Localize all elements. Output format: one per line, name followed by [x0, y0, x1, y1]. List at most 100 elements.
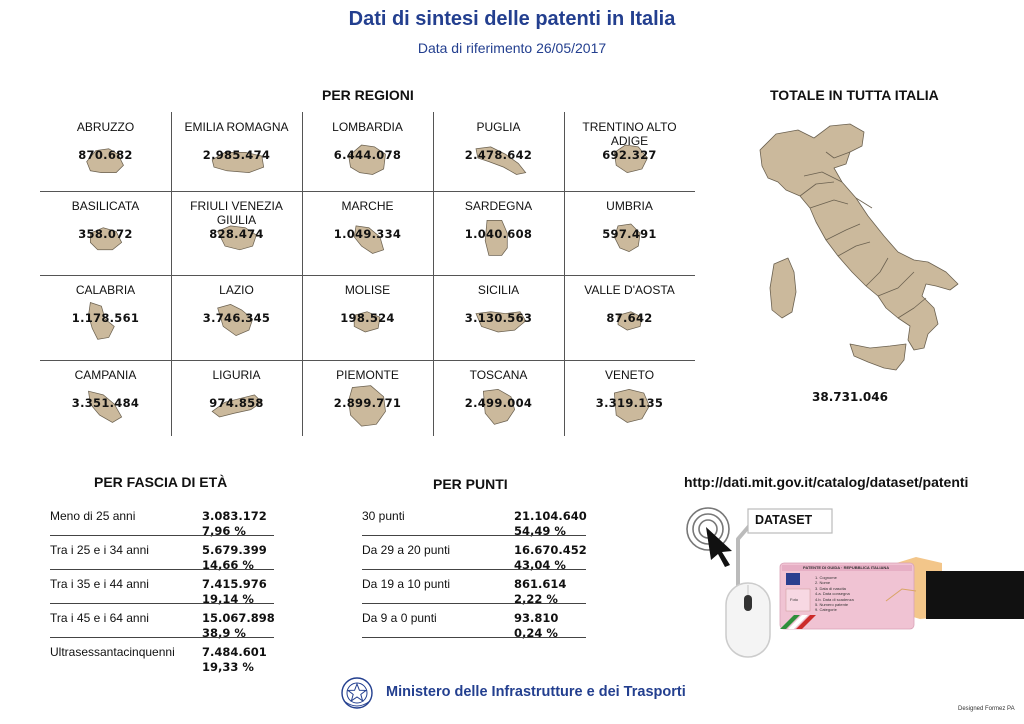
age-heading: PER FASCIA DI ETÀ — [94, 474, 228, 490]
region-cell: MOLISE 198.524 — [302, 275, 433, 360]
region-shape-icon — [353, 311, 381, 333]
designer-credit: Designed Formez PA — [958, 706, 1015, 712]
row-percent: 19,33 % — [202, 660, 254, 674]
region-value: 3.746.345 — [202, 311, 271, 325]
row-percent: 38,9 % — [202, 626, 246, 640]
region-shape-icon — [484, 219, 508, 256]
cursor-click-icon — [686, 507, 732, 567]
row-count: 93.810 — [514, 611, 559, 625]
region-name: LIGURIA — [212, 368, 261, 382]
region-value: 1.049.334 — [333, 227, 402, 241]
region-value: 2.899.771 — [333, 396, 402, 410]
card-field: 1. Cognome — [815, 575, 837, 580]
region-shape-icon — [88, 390, 123, 423]
region-value: 692.327 — [602, 148, 657, 162]
license-card — [779, 562, 915, 630]
region-cell: CAMPANIA 3.351.484 — [40, 360, 171, 436]
row-label: Da 19 a 10 punti — [362, 577, 451, 591]
row-label: Tra i 35 e i 44 anni — [50, 577, 149, 591]
row-divider — [362, 569, 586, 570]
row-count: 16.670.452 — [514, 543, 587, 557]
region-shape-icon — [353, 225, 385, 254]
region-cell: VENETO 3.319.135 — [564, 360, 695, 436]
table-row: Tra i 25 e i 34 anni 5.679.399 14,66 % — [50, 537, 274, 572]
region-cell: TRENTINO ALTO ADIGE 692.327 — [564, 112, 695, 191]
dataset-illustration — [686, 507, 1024, 658]
region-cell: LOMBARDIA 6.444.078 — [302, 112, 433, 191]
region-cell: FRIULI VENEZIA GIULIA 828.474 — [171, 191, 302, 275]
region-shape-icon — [617, 311, 643, 331]
region-cell: PUGLIA 2.478.642 — [433, 112, 564, 191]
republic-emblem-icon — [341, 677, 373, 709]
row-count: 21.104.640 — [514, 509, 587, 523]
region-name: BASILICATA — [71, 199, 140, 213]
region-cell: CALABRIA 1.178.561 — [40, 275, 171, 360]
row-percent: 43,04 % — [514, 558, 566, 572]
card-photo-label: Foto — [790, 597, 799, 602]
region-name: CAMPANIA — [74, 368, 137, 382]
grid-divider — [40, 360, 695, 361]
table-row: Ultrasessantacinquenni 7.484.601 19,33 % — [50, 639, 274, 674]
card-header: PATENTE DI GUIDA · REPUBBLICA ITALIANA — [803, 565, 890, 570]
region-cell: LIGURIA 974.858 — [171, 360, 302, 436]
dataset-link[interactable]: http://dati.mit.gov.it/catalog/dataset/p… — [684, 474, 969, 490]
region-name: SICILIA — [477, 283, 520, 297]
dataset-label: DATASET — [755, 513, 813, 527]
row-percent: 2,22 % — [514, 592, 558, 606]
region-value: 974.858 — [209, 396, 264, 410]
row-label: Meno di 25 anni — [50, 509, 136, 523]
region-name: TOSCANA — [469, 368, 528, 382]
region-cell: SICILIA 3.130.563 — [433, 275, 564, 360]
row-percent: 19,14 % — [202, 592, 254, 606]
region-value: 3.319.135 — [595, 396, 664, 410]
row-divider — [362, 535, 586, 536]
region-name: EMILIA ROMAGNA — [184, 120, 289, 134]
region-cell: VALLE D'AOSTA 87.642 — [564, 275, 695, 360]
region-shape-icon — [217, 225, 257, 251]
region-value: 6.444.078 — [333, 148, 402, 162]
italy-map-icon — [759, 123, 959, 371]
row-count: 7.484.601 — [202, 645, 267, 659]
region-value: 870.682 — [78, 148, 133, 162]
region-name: VENETO — [604, 368, 655, 382]
region-cell: EMILIA ROMAGNA 2.985.474 — [171, 112, 302, 191]
region-cell: LAZIO 3.746.345 — [171, 275, 302, 360]
row-label: Tra i 25 e i 34 anni — [50, 543, 149, 557]
region-name: MOLISE — [344, 283, 391, 297]
table-row: Tra i 35 e i 44 anni 7.415.976 19,14 % — [50, 571, 274, 606]
row-divider — [50, 535, 274, 536]
row-divider — [50, 569, 274, 570]
region-value: 3.351.484 — [71, 396, 140, 410]
table-row: Da 29 a 20 punti 16.670.452 43,04 % — [362, 537, 587, 572]
region-name: UMBRIA — [606, 199, 653, 213]
table-row: 30 punti 21.104.640 54,49 % — [362, 503, 587, 538]
row-percent: 0,24 % — [514, 626, 558, 640]
row-label: Da 29 a 20 punti — [362, 543, 451, 557]
region-name: TRENTINO ALTO ADIGE — [582, 120, 677, 148]
row-label: Tra i 45 e i 64 anni — [50, 611, 149, 625]
region-name: ABRUZZO — [76, 120, 135, 134]
card-field: 3. Data di nascita — [815, 585, 846, 591]
region-shape-icon — [348, 144, 386, 175]
region-value: 2.478.642 — [464, 148, 533, 162]
regions-grid: ABRUZZO 870.682 EMILIA ROMAGNA 2.985.474 LOM… — [40, 112, 695, 436]
row-count: 3.083.172 — [202, 509, 267, 523]
row-percent: 14,66 % — [202, 558, 254, 572]
region-shape-icon — [475, 311, 527, 333]
region-cell: TOSCANA 2.499.004 — [433, 360, 564, 436]
row-divider — [50, 637, 274, 638]
card-field: 2. Nome — [815, 580, 831, 586]
table-row: Meno di 25 anni 3.083.172 7,96 % — [50, 503, 274, 538]
row-percent: 54,49 % — [514, 524, 566, 538]
card-field: 4.a. Data consegna — [815, 591, 850, 597]
region-shape-icon — [88, 302, 115, 340]
row-count: 861.614 — [514, 577, 567, 591]
card-field: 4.b. Data di scadenza — [815, 596, 854, 602]
region-value: 2.985.474 — [202, 148, 271, 162]
region-shape-icon — [89, 227, 123, 251]
row-percent: 7,96 % — [202, 524, 246, 538]
region-shape-icon — [217, 303, 254, 337]
region-cell: UMBRIA 597.491 — [564, 191, 695, 275]
region-name: VALLE D'AOSTA — [584, 283, 675, 297]
region-value: 2.499.004 — [464, 396, 533, 410]
